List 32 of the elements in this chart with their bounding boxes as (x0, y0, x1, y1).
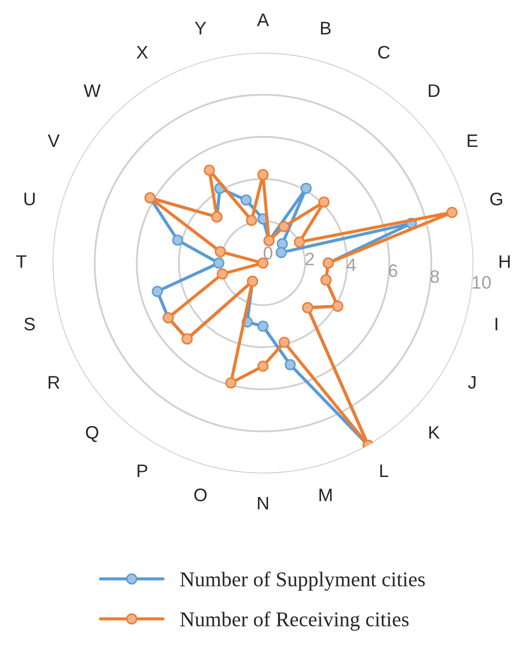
spoke-label: Q (86, 426, 98, 442)
spoke-label: I (496, 318, 498, 330)
spoke-label: H (500, 255, 510, 268)
y-tick-label: 10 (472, 276, 491, 289)
spoke-label: O (194, 488, 207, 502)
spoke-label: D (428, 84, 440, 97)
spoke-label: M (320, 488, 332, 502)
spoke-label: S (24, 318, 35, 330)
spoke-label: U (24, 192, 35, 206)
spoke-label: P (138, 464, 148, 478)
spoke-label: E (468, 134, 478, 147)
legend-label: Number of Supplyment cities (180, 572, 425, 591)
spoke-label: X (136, 46, 148, 58)
spoke-label: G (490, 192, 502, 206)
y-tick-label: 0 (264, 246, 272, 260)
spoke-label: Y (194, 22, 206, 34)
spoke-label: A (257, 14, 269, 26)
spoke-label: T (16, 255, 26, 268)
spoke-label: C (378, 46, 390, 59)
spoke-label: B (321, 22, 331, 34)
spoke-label: R (48, 376, 60, 389)
y-tick-label: 8 (430, 270, 439, 283)
spoke-label: J (468, 376, 476, 389)
spoke-label: L (380, 464, 388, 478)
legend-label: Number of Receiving cities (180, 612, 409, 631)
spoke-label: W (84, 84, 101, 97)
spoke-label: V (48, 134, 60, 147)
spoke-label: N (258, 496, 268, 510)
y-tick-label: 2 (306, 252, 314, 266)
y-tick-label: 4 (346, 258, 356, 272)
spoke-label: K (429, 426, 440, 439)
y-tick-label: 6 (388, 264, 398, 278)
